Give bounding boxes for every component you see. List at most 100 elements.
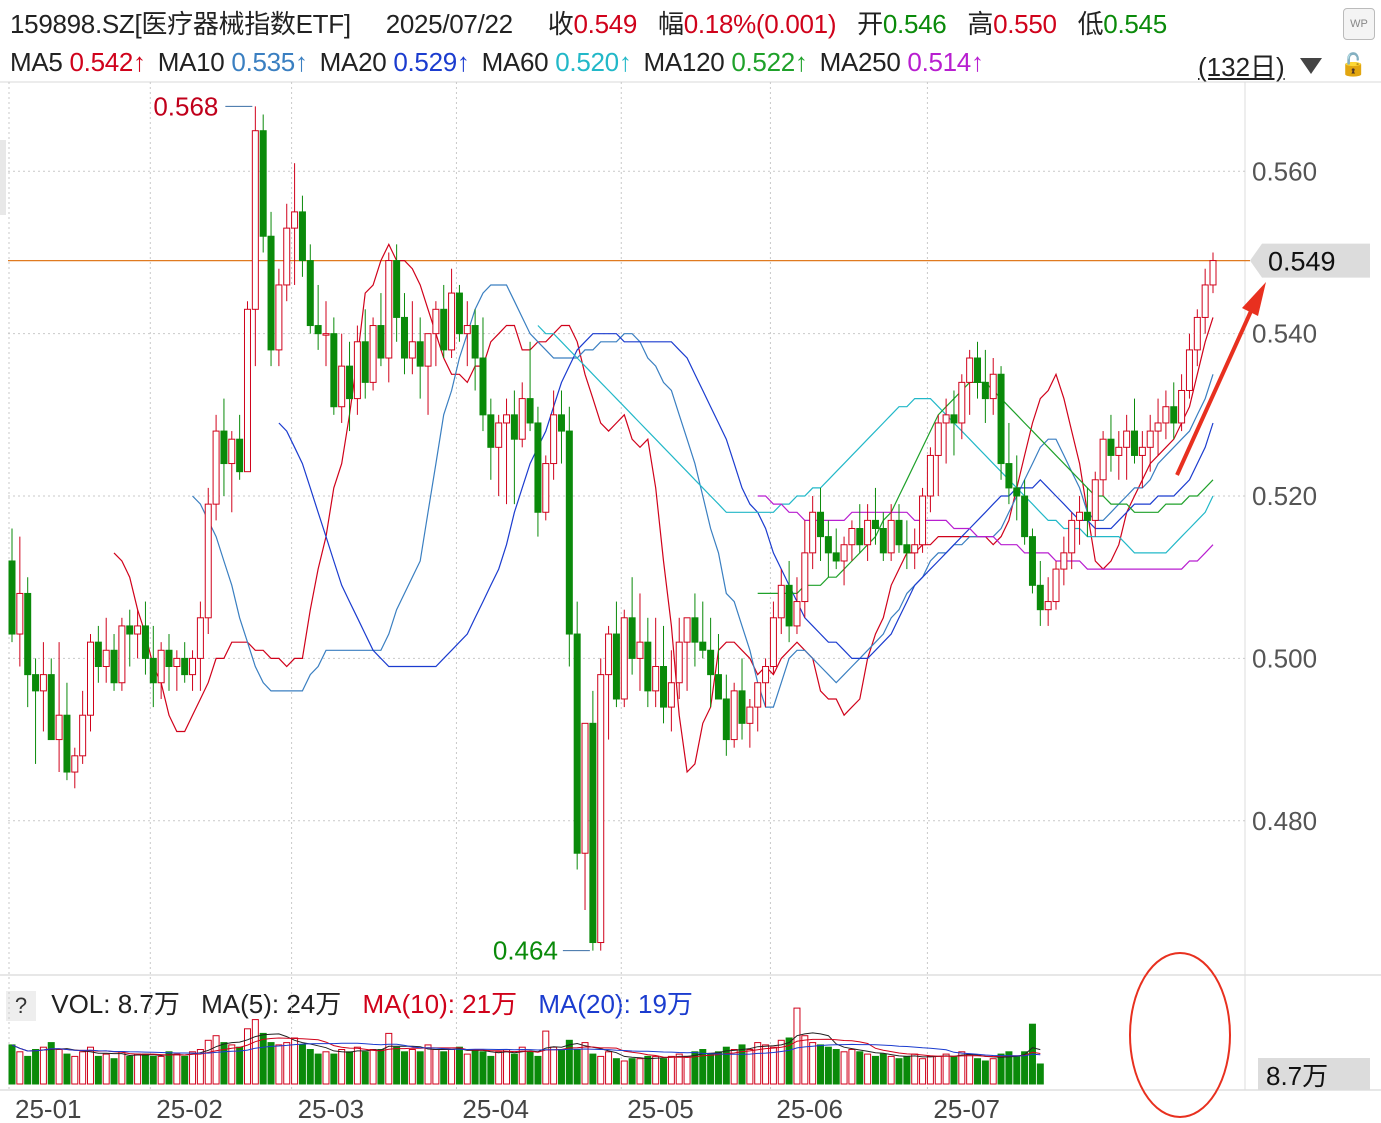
volume-bar xyxy=(950,1055,958,1085)
candle-body xyxy=(919,495,927,546)
volume-bar xyxy=(361,1051,369,1085)
volume-bar xyxy=(346,1051,354,1085)
candle-body xyxy=(754,682,762,708)
ma-legend-value: 0.522↑ xyxy=(731,47,808,77)
volume-bar xyxy=(824,1046,832,1085)
volume-bar xyxy=(448,1049,456,1085)
candle-body xyxy=(1036,584,1044,611)
x-tick-label: 25-06 xyxy=(776,1094,843,1123)
period-selector[interactable]: (132日) xyxy=(1198,52,1285,82)
candle-body xyxy=(79,714,87,757)
volume-bar xyxy=(306,1049,314,1085)
volume-bar xyxy=(408,1049,416,1085)
volume-bar xyxy=(32,1049,40,1085)
quote-date: 2025/07/22 xyxy=(385,9,513,39)
candle-body xyxy=(730,690,738,741)
volume-bar xyxy=(966,1053,974,1085)
volume-bar xyxy=(589,1053,597,1085)
candle-body xyxy=(1154,422,1162,432)
corner-logo-icon[interactable]: WP xyxy=(1343,8,1375,40)
candle-body xyxy=(251,130,259,310)
candle-body xyxy=(675,641,683,684)
ma-legend-label: MA5 xyxy=(10,47,70,77)
candle-body xyxy=(118,625,126,684)
candle-body xyxy=(597,674,605,944)
volume-bar xyxy=(322,1051,330,1085)
candle-body xyxy=(55,714,63,741)
candle-body xyxy=(361,341,369,383)
vol-ma20: MA(20): 19万 xyxy=(538,989,693,1019)
candle-body xyxy=(243,308,251,473)
volume-bar xyxy=(353,1046,361,1085)
volume-bar xyxy=(628,1058,636,1085)
vol-ma5: MA(5): 24万 xyxy=(201,989,342,1019)
candle-body xyxy=(612,633,620,700)
volume-bar xyxy=(463,1053,471,1085)
candle-body xyxy=(903,544,911,554)
change-value: 0.18%(0.001) xyxy=(683,9,837,39)
volume-bar xyxy=(189,1051,197,1085)
volume-bar xyxy=(557,1049,565,1085)
volume-bar xyxy=(738,1044,746,1085)
volume-value-label: 8.7万 xyxy=(1266,1061,1328,1091)
candle-body xyxy=(424,333,432,367)
candle-body xyxy=(589,722,597,944)
y-tick-label: 0.480 xyxy=(1252,806,1317,836)
candle-body xyxy=(1005,463,1013,489)
volume-bar xyxy=(754,1042,762,1085)
candle-body xyxy=(974,357,982,383)
help-icon[interactable]: ? xyxy=(6,991,36,1021)
candle-body xyxy=(416,341,424,367)
ma-line-ma20 xyxy=(278,333,1214,668)
volume-bar xyxy=(47,1042,55,1085)
candle-body xyxy=(463,325,471,335)
volume-bar xyxy=(989,1058,997,1085)
volume-bar xyxy=(518,1046,526,1085)
lock-icon[interactable]: 🔓 xyxy=(1339,52,1367,77)
volume-bar xyxy=(997,1053,1005,1085)
candle-body xyxy=(173,657,181,668)
candle-body xyxy=(196,617,204,659)
volume-bar xyxy=(832,1049,840,1085)
candle-body xyxy=(110,649,118,684)
volume-bar xyxy=(1021,1051,1029,1085)
volume-bar xyxy=(432,1049,440,1085)
candle-body xyxy=(408,341,416,359)
close-value: 0.549 xyxy=(573,9,638,39)
candle-body xyxy=(16,592,24,635)
volume-bar xyxy=(16,1051,24,1085)
candle-body xyxy=(636,641,644,659)
candle-body xyxy=(762,666,770,684)
candle-body xyxy=(455,292,463,335)
volume-bar xyxy=(495,1051,503,1085)
volume-bar xyxy=(581,1042,589,1085)
volume-bar xyxy=(487,1055,495,1085)
candle-body xyxy=(32,674,40,692)
candle-body xyxy=(981,381,989,400)
period-dropdown-icon[interactable] xyxy=(1300,58,1322,74)
candle-body xyxy=(291,211,299,229)
volume-bar xyxy=(102,1053,110,1085)
volume-bar xyxy=(573,1049,581,1085)
candle-body xyxy=(471,325,479,359)
volume-bar xyxy=(636,1058,644,1085)
candle-body xyxy=(94,641,102,668)
candle-body xyxy=(141,625,149,659)
candle-body xyxy=(856,528,864,546)
volume-bar xyxy=(455,1046,463,1085)
volume-bar xyxy=(1036,1063,1044,1085)
candle-body xyxy=(134,625,142,635)
candle-body xyxy=(926,454,934,497)
vol-ma10: MA(10): 21万 xyxy=(362,989,518,1019)
candle-body xyxy=(189,657,197,676)
candle-body xyxy=(165,649,173,668)
candle-body xyxy=(683,617,691,643)
x-tick-label: 25-05 xyxy=(627,1094,694,1123)
y-tick-label: 0.520 xyxy=(1252,481,1317,511)
candle-body xyxy=(1083,511,1091,521)
volume-value-tag xyxy=(1258,1058,1370,1090)
ma-legend-value: 0.514↑ xyxy=(907,47,984,77)
volume-bar xyxy=(981,1060,989,1085)
volume-header: ? VOL: 8.7万 MA(5): 24万 MA(10): 21万 MA(20… xyxy=(6,984,693,1021)
